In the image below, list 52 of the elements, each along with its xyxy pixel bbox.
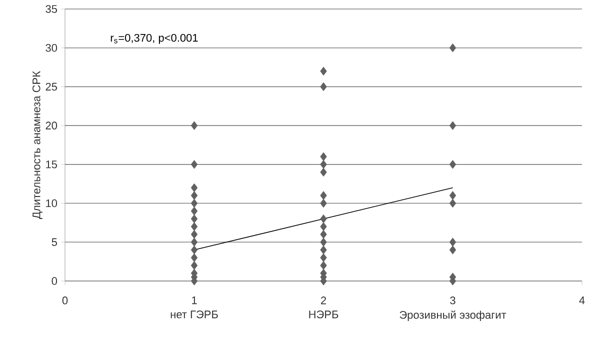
point (320, 152, 327, 162)
point (449, 191, 456, 200)
point (449, 121, 456, 130)
point (190, 183, 198, 192)
x-tick-label: 3 (450, 296, 456, 304)
y-tick-label: 25 (46, 82, 57, 91)
point (449, 198, 456, 208)
point (320, 261, 327, 270)
text: НЭРБ (309, 310, 338, 318)
y-tick-label: 5 (52, 238, 57, 246)
point (190, 206, 198, 216)
x-tick-label: 2 (320, 296, 326, 304)
point (320, 160, 327, 169)
point (190, 121, 198, 130)
point (449, 238, 456, 247)
point (320, 82, 327, 92)
point (320, 191, 327, 200)
point (190, 222, 198, 231)
x-tick-label: 4 (579, 296, 585, 304)
point (320, 66, 327, 76)
y-tick-label: 15 (46, 160, 57, 168)
y-tick-label: 35 (46, 5, 57, 13)
y-tick-label: 0 (52, 277, 58, 285)
point (320, 246, 327, 254)
point (320, 238, 327, 247)
annotation: r$_{s}$=0,370, p<0.001 (110, 34, 198, 44)
point (449, 43, 456, 52)
y-axis-title: Длительность анамнеза СРК (32, 71, 42, 219)
point (190, 246, 198, 254)
point (320, 253, 327, 262)
point (320, 198, 327, 208)
y-tick-label: 10 (46, 199, 58, 208)
point (190, 253, 198, 262)
text: Эрозивный эзофагит (400, 310, 506, 321)
point (320, 214, 327, 224)
y-tick-label: 20 (46, 122, 58, 130)
x-tick-label: 1 (192, 296, 197, 304)
point (190, 198, 198, 208)
point (190, 238, 198, 247)
point (449, 160, 456, 169)
point (190, 230, 198, 239)
point (320, 168, 327, 177)
point (320, 230, 327, 239)
x-tick-label: 0 (62, 296, 68, 304)
point (320, 222, 327, 231)
point (190, 214, 198, 224)
text: нет ГЭРБ (170, 310, 218, 318)
point (190, 191, 198, 200)
point (449, 246, 456, 254)
y-tick-label: 30 (46, 44, 58, 52)
point (190, 261, 198, 270)
point (190, 160, 198, 169)
